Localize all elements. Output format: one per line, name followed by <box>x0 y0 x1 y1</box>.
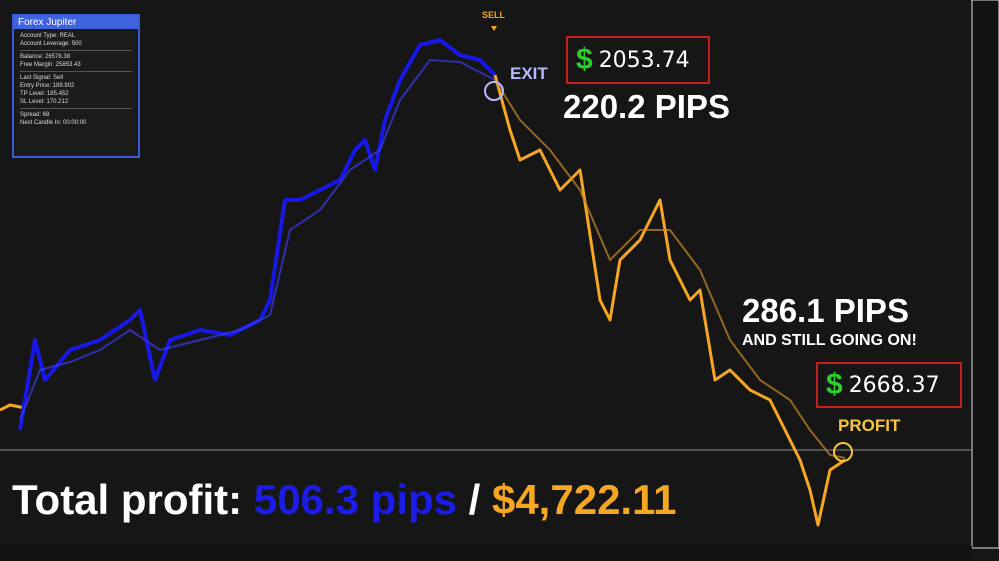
total-label: Total profit: <box>12 476 243 523</box>
note: AND STILL GOING ON! <box>742 332 917 349</box>
price-axis <box>971 0 999 549</box>
time-axis <box>0 546 972 561</box>
amount: 2668.37 <box>848 372 940 398</box>
separator: / <box>468 476 481 523</box>
profit-label: PROFIT <box>838 416 901 435</box>
panel-line: Last Signal: Sell <box>20 75 64 81</box>
sell-label: SELL <box>482 10 506 20</box>
currency: $ <box>826 368 843 401</box>
amount: 2053.74 <box>598 47 690 73</box>
panel-title: Forex Jupiter <box>14 16 138 29</box>
profit-marker <box>833 442 853 462</box>
panel-line: Account Leverage: 500 <box>20 41 82 47</box>
currency: $ <box>576 43 593 76</box>
panel-body: Account Type: REAL Account Leverage: 500 B… <box>14 29 138 130</box>
total-money: $4,722.11 <box>491 476 677 523</box>
trade2-box: $ 2668.37 <box>816 362 962 408</box>
price-line-blue <box>18 38 497 431</box>
price-line-orange <box>0 403 26 412</box>
pips-label: 220.2 PIPS <box>563 88 730 125</box>
exit-marker <box>484 81 504 101</box>
total-pips: 506.3 pips <box>253 476 457 523</box>
pips-label: 286.1 PIPS <box>742 292 909 329</box>
panel-line: SL Level: 170.212 <box>20 99 69 105</box>
trade1-box: $ 2053.74 <box>566 36 710 84</box>
ribbon-blue <box>19 58 496 421</box>
panel-line: TP Level: 185.452 <box>20 91 69 97</box>
total-profit: Total profit: 506.3 pips / $4,722.11 <box>12 476 677 524</box>
panel-line: Next Candle In: 00:00:00 <box>20 120 87 126</box>
panel-line: Spread: 68 <box>20 112 50 118</box>
panel-line: Entry Price: 189.902 <box>20 83 75 89</box>
separator <box>20 71 132 72</box>
panel-line: Balance: 26578.38 <box>20 54 71 60</box>
panel-line: Account Type: REAL <box>20 33 76 39</box>
sell-arrow <box>491 26 497 31</box>
ribbon-orange <box>494 79 846 459</box>
separator <box>20 108 132 109</box>
info-panel: Forex Jupiter Account Type: REAL Account … <box>12 14 140 158</box>
exit-label: EXIT <box>510 64 548 83</box>
separator <box>20 50 132 51</box>
panel-line: Free Margin: 25853.43 <box>20 62 81 68</box>
price-line-orange <box>493 74 846 527</box>
